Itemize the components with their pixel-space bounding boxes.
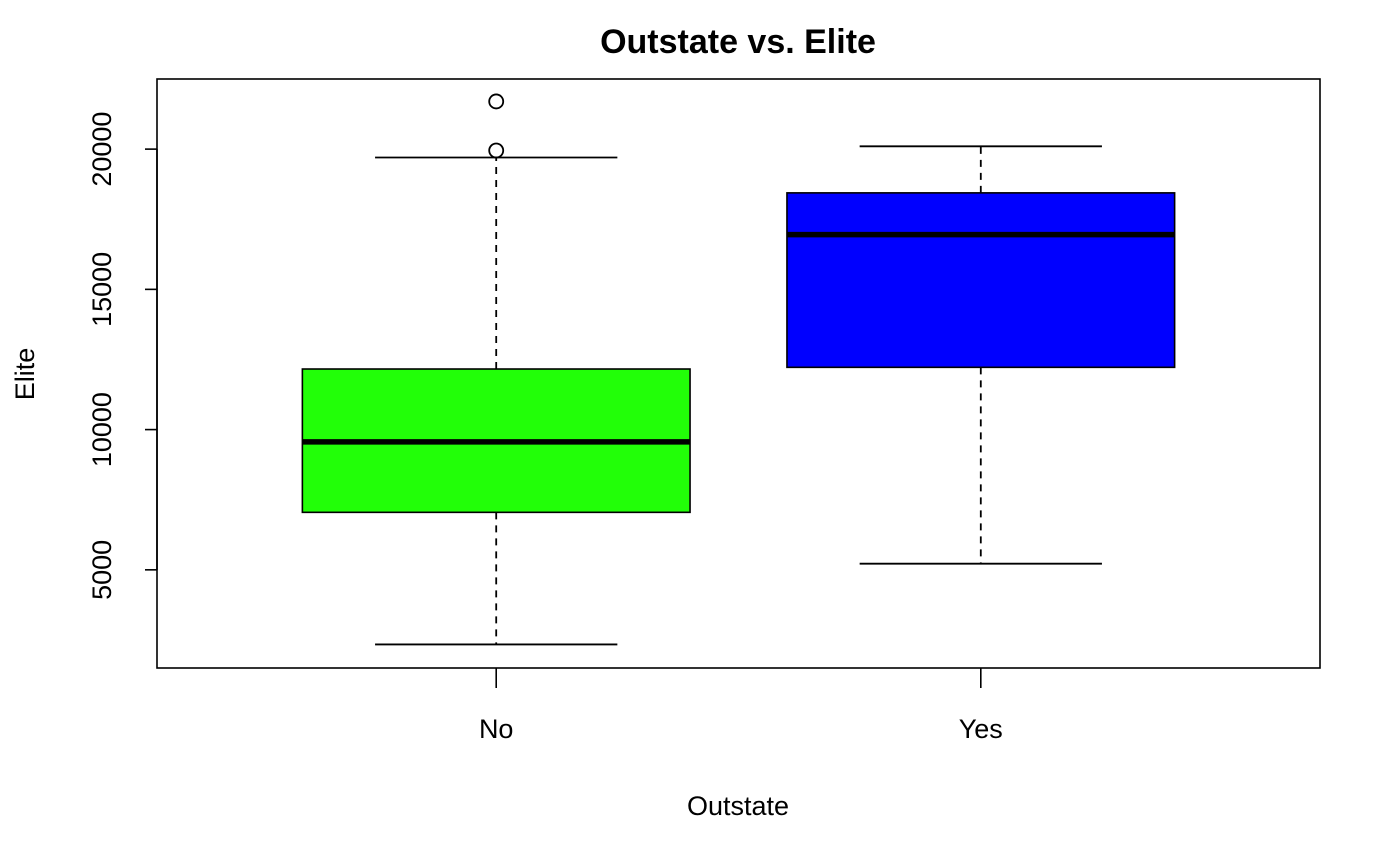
y-tick-label: 15000 <box>87 252 117 327</box>
outlier-point <box>488 142 505 159</box>
box-no <box>301 93 691 646</box>
outlier-point <box>488 93 505 110</box>
boxes-layer <box>301 93 1176 646</box>
box-yes <box>786 145 1176 565</box>
y-tick-label: 5000 <box>87 540 117 600</box>
x-tick-label: Yes <box>959 714 1003 744</box>
y-tick-label: 10000 <box>87 392 117 467</box>
iqr-box <box>786 192 1176 369</box>
x-tick-label: No <box>479 714 514 744</box>
chart-title: Outstate vs. Elite <box>600 23 876 61</box>
x-axis: No Yes <box>479 668 1003 744</box>
x-axis-label: Outstate <box>687 791 789 821</box>
y-tick-label: 20000 <box>87 112 117 187</box>
y-axis-label: Elite <box>10 348 40 401</box>
y-axis: 5000 10000 15000 20000 <box>87 112 158 600</box>
